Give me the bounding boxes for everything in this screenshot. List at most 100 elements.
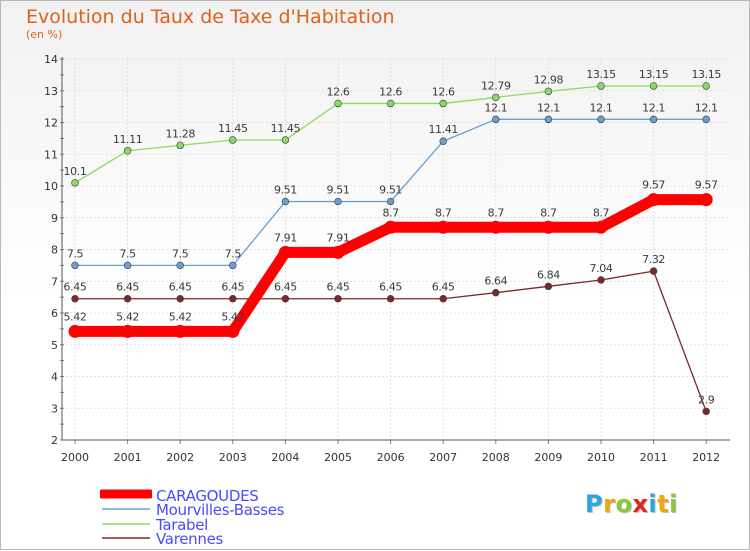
data-point-varennes <box>281 295 290 303</box>
data-label-tarabel: 12.6 <box>432 85 455 98</box>
data-label-mourvilles-basses: 12.1 <box>590 101 613 114</box>
data-label-tarabel: 13.15 <box>639 68 669 81</box>
data-label-mourvilles-basses: 7.5 <box>225 247 242 260</box>
data-point-tarabel <box>492 93 500 102</box>
data-label-caragoudes: 8.7 <box>593 206 610 219</box>
data-label-tarabel: 12.6 <box>327 85 350 98</box>
data-label-caragoudes: 8.7 <box>540 206 557 219</box>
y-tick-label: 2 <box>51 434 58 447</box>
legend-swatch-varennes <box>100 531 152 547</box>
data-label-caragoudes: 8.7 <box>382 206 399 219</box>
y-tick-label: 12 <box>44 117 58 130</box>
data-point-tarabel <box>386 99 395 108</box>
legend-label-mourvilles-basses: Mourvilles-Basses <box>156 501 285 519</box>
data-point-varennes <box>439 295 447 303</box>
data-point-varennes <box>544 282 553 291</box>
x-tick-label: 2003 <box>219 451 247 464</box>
data-point-mourvilles-basses <box>492 115 500 124</box>
data-label-caragoudes: 7.91 <box>274 231 297 244</box>
data-label-tarabel: 11.45 <box>218 122 248 135</box>
data-point-tarabel <box>544 87 553 96</box>
data-point-varennes <box>229 295 237 303</box>
axes: 2 3 4 5 6 7 8 9 10 11 12 13 14 2000 2001 2002 2003 2004 20… <box>44 53 730 464</box>
y-tick-label: 9 <box>51 212 58 225</box>
data-point-varennes <box>71 295 79 303</box>
y-tick-label: 14 <box>44 53 58 66</box>
data-labels: 10.1 11.11 11.28 11.45 11.45 12.6 12.6 12.6 12.7… <box>64 68 722 406</box>
data-label-varennes: 6.84 <box>537 268 560 281</box>
data-label-caragoudes: 8.7 <box>435 206 452 219</box>
data-label-varennes: 6.45 <box>274 281 297 294</box>
x-tick-label: 2001 <box>114 451 142 464</box>
data-label-varennes: 6.45 <box>116 281 139 294</box>
data-label-caragoudes: 5.42 <box>64 310 87 323</box>
x-tick-label: 2005 <box>324 451 352 464</box>
data-label-varennes: 6.45 <box>379 281 402 294</box>
x-tick-label: 2011 <box>640 451 668 464</box>
y-tick-label: 3 <box>51 402 58 415</box>
y-tick-label: 10 <box>44 180 58 193</box>
y-tick-label: 13 <box>44 85 58 98</box>
data-point-mourvilles-basses <box>544 115 553 124</box>
data-point-caragoudes <box>384 220 398 234</box>
data-point-tarabel <box>334 99 342 108</box>
data-label-tarabel: 13.15 <box>586 68 616 81</box>
x-tick-label: 2012 <box>692 451 720 464</box>
data-point-tarabel <box>702 82 710 90</box>
data-point-mourvilles-basses <box>281 197 290 206</box>
data-label-varennes: 6.45 <box>169 281 192 294</box>
x-tick-label: 2002 <box>166 451 194 464</box>
data-label-caragoudes: 8.7 <box>488 206 505 219</box>
data-label-mourvilles-basses: 12.1 <box>642 101 665 114</box>
data-point-caragoudes <box>68 324 82 338</box>
data-point-mourvilles-basses <box>71 261 79 270</box>
data-label-tarabel: 11.45 <box>271 122 301 135</box>
data-label-mourvilles-basses: 7.5 <box>172 247 189 260</box>
legend-label-varennes: Varennes <box>156 530 224 548</box>
data-label-mourvilles-basses: 9.51 <box>327 184 350 197</box>
grid <box>62 58 730 441</box>
data-point-caragoudes <box>436 220 450 234</box>
data-label-varennes: 2.9 <box>698 393 715 406</box>
data-label-tarabel: 12.6 <box>379 85 402 98</box>
data-label-mourvilles-basses: 7.5 <box>67 247 84 260</box>
legend-label-tarabel: Tarabel <box>156 516 209 534</box>
y-tick-label: 4 <box>51 371 58 384</box>
data-point-tarabel <box>229 136 237 144</box>
data-point-tarabel <box>597 82 605 90</box>
legend-swatch-mourvilles-basses <box>100 502 152 518</box>
data-label-varennes: 6.45 <box>221 281 244 294</box>
data-point-caragoudes <box>489 220 503 234</box>
data-point-mourvilles-basses <box>229 261 237 270</box>
data-label-tarabel: 12.79 <box>481 79 511 92</box>
proxiti-logo: Proxiti <box>585 490 678 518</box>
data-label-caragoudes: 5.42 <box>169 310 192 323</box>
data-point-caragoudes <box>278 245 292 259</box>
legend-swatch-tarabel <box>100 517 152 533</box>
data-point-mourvilles-basses <box>439 137 447 145</box>
data-point-varennes <box>176 295 184 303</box>
data-point-caragoudes <box>594 220 608 234</box>
data-label-varennes: 6.45 <box>327 281 350 294</box>
data-point-caragoudes <box>226 324 240 338</box>
y-tick-label: 6 <box>51 307 58 320</box>
data-point-mourvilles-basses <box>386 197 395 206</box>
data-point-caragoudes <box>331 245 345 259</box>
data-point-varennes <box>702 407 710 416</box>
data-point-tarabel <box>439 99 447 108</box>
data-point-varennes <box>492 288 500 297</box>
data-label-varennes: 6.45 <box>64 281 87 294</box>
chart-title: Evolution du Taux de Taxe d'Habitation <box>26 6 395 28</box>
data-point-tarabel <box>281 136 290 144</box>
legend-swatch-caragoudes <box>97 488 155 504</box>
x-tick-label: 2007 <box>429 451 457 464</box>
unit-label: (en %) <box>26 28 63 41</box>
data-point-caragoudes <box>121 324 135 338</box>
y-tick-label: 8 <box>51 244 58 257</box>
x-tick-label: 2006 <box>377 451 405 464</box>
data-point-caragoudes <box>173 324 187 338</box>
y-tick-label: 5 <box>51 339 58 352</box>
data-point-tarabel <box>123 147 132 155</box>
series <box>68 82 713 416</box>
data-point-tarabel <box>176 141 184 150</box>
